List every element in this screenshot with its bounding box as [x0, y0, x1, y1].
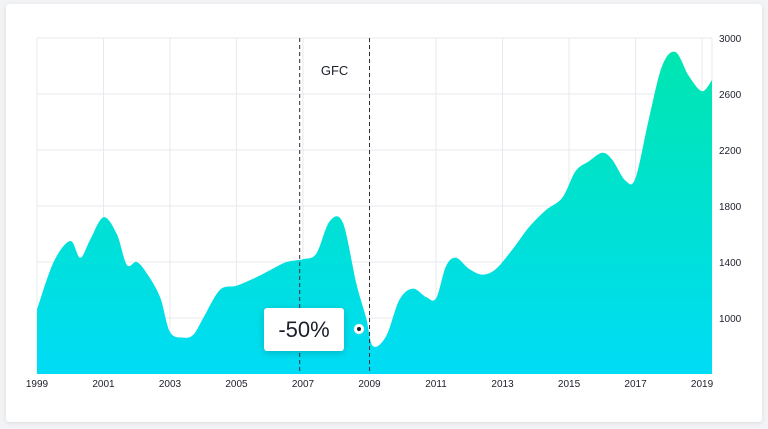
x-tick-label: 2009 [358, 379, 381, 390]
callout-marker-dot [357, 327, 361, 331]
drawdown-callout: -50% [264, 308, 344, 351]
y-tick-label: 1800 [719, 202, 742, 213]
x-tick-label: 2019 [691, 379, 714, 390]
x-tick-label: 2005 [225, 379, 248, 390]
x-tick-label: 2015 [558, 379, 581, 390]
x-tick-label: 1999 [26, 379, 49, 390]
area-series [37, 51, 712, 375]
y-tick-label: 2600 [719, 90, 742, 101]
y-tick-label: 1000 [719, 314, 742, 325]
gfc-label: GFC [321, 63, 348, 78]
x-tick-label: 2007 [292, 379, 315, 390]
y-tick-label: 1400 [719, 258, 742, 269]
x-tick-label: 2013 [491, 379, 514, 390]
x-tick-label: 2011 [425, 379, 447, 390]
x-axis-ticks: 1999 2001 2003 2005 2007 2009 2011 2013 2015 2017… [26, 379, 714, 390]
y-tick-label: 2200 [719, 146, 742, 157]
y-tick-label: 3000 [719, 34, 742, 45]
x-tick-label: 2001 [92, 379, 115, 390]
x-tick-label: 2003 [159, 379, 182, 390]
y-axis-ticks: 1000 1400 1800 2200 2600 3000 [719, 34, 742, 325]
drawdown-callout-text: -50% [278, 316, 330, 342]
x-tick-label: 2017 [624, 379, 647, 390]
